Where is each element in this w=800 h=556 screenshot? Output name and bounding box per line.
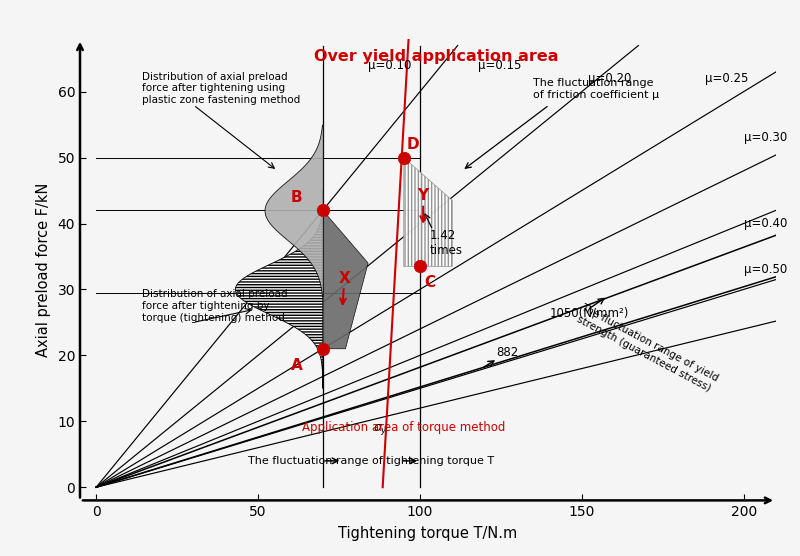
- Text: A: A: [291, 358, 302, 373]
- Text: The fluctuation range
of friction coefficient μ: The fluctuation range of friction coeffi…: [534, 78, 659, 100]
- Text: D: D: [407, 137, 420, 152]
- Text: μ=0.40: μ=0.40: [744, 217, 787, 230]
- Text: μ=0.50: μ=0.50: [744, 263, 787, 276]
- Text: 882: 882: [496, 346, 518, 359]
- Text: X: X: [339, 271, 350, 286]
- Text: μ=0.25: μ=0.25: [705, 72, 748, 85]
- Text: The fluctuation range of yield
strength (guaranteed stress): The fluctuation range of yield strength …: [574, 302, 720, 394]
- Text: Over yield application area: Over yield application area: [314, 49, 558, 64]
- Text: 1050(N/mm²): 1050(N/mm²): [550, 306, 629, 319]
- Polygon shape: [404, 157, 452, 266]
- Text: $\sigma_y$: $\sigma_y$: [374, 422, 389, 437]
- Text: μ=0.15: μ=0.15: [478, 59, 522, 72]
- Text: B: B: [291, 190, 302, 205]
- Y-axis label: Axial preload force F/kN: Axial preload force F/kN: [35, 182, 50, 357]
- Text: μ=0.30: μ=0.30: [744, 131, 787, 145]
- Text: Distribution of axial preload
force after tightening using
plastic zone fastenin: Distribution of axial preload force afte…: [142, 72, 300, 105]
- Text: The fluctuation range of tightening torque T: The fluctuation range of tightening torq…: [248, 456, 494, 466]
- X-axis label: Tightening torque T/N.m: Tightening torque T/N.m: [338, 526, 518, 541]
- Text: μ=0.20: μ=0.20: [588, 72, 632, 85]
- Text: 1.42
times: 1.42 times: [430, 229, 462, 257]
- Text: Y: Y: [417, 188, 428, 203]
- Text: Application area of torque method: Application area of torque method: [302, 421, 506, 434]
- Text: μ=0.10: μ=0.10: [368, 59, 411, 72]
- Text: C: C: [424, 275, 435, 290]
- Polygon shape: [322, 210, 368, 349]
- Text: Distribution of axial preload
force after tightening by
torque (tightening) meth: Distribution of axial preload force afte…: [142, 290, 287, 322]
